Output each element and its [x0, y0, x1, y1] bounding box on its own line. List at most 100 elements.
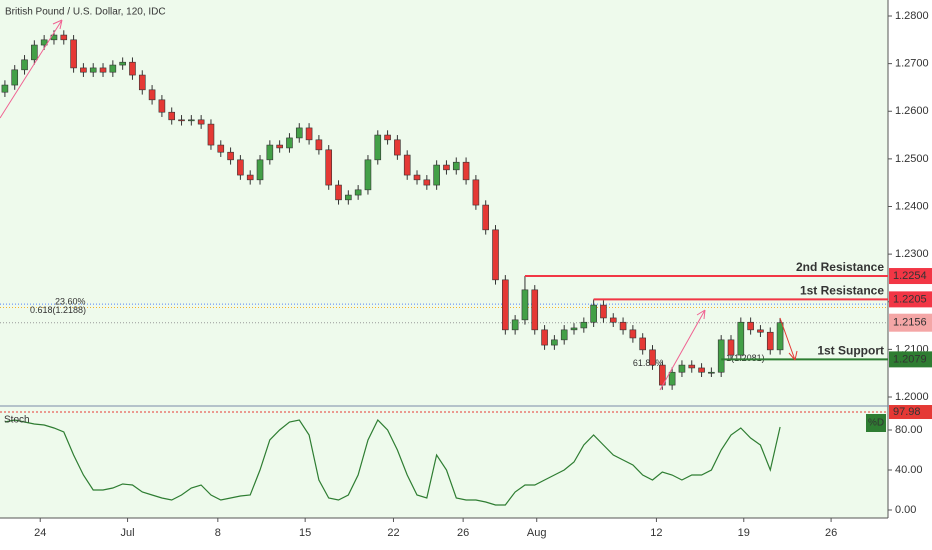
candle-body: [345, 194, 352, 201]
candle-body: [168, 111, 176, 121]
candle-body: [286, 137, 293, 149]
y-tick-label: 1.2800: [895, 10, 929, 22]
x-tick-label: 8: [215, 527, 221, 539]
price-label: 97.98: [893, 406, 921, 418]
candle-body: [492, 229, 499, 281]
y-tick-label: 40.00: [895, 464, 923, 476]
y-tick-label: 1.2400: [895, 200, 929, 212]
candle-body: [217, 144, 225, 153]
candle-body: [570, 327, 578, 331]
candle-body: [384, 134, 391, 141]
plot-background: [0, 0, 888, 518]
candle-body: [737, 321, 745, 356]
candle-body: [99, 67, 107, 73]
candle-body: [609, 317, 617, 323]
candle-body: [207, 123, 215, 146]
x-tick-label: 15: [299, 527, 311, 539]
candle-body: [560, 329, 568, 341]
candle-body: [227, 151, 234, 161]
marks: 1.20001.21001.22001.23001.24001.25001.26…: [0, 10, 932, 539]
candle-body: [403, 154, 411, 176]
candle-body: [462, 161, 470, 181]
fib-label: 1(1.2081): [726, 353, 765, 363]
candle-body: [40, 39, 48, 46]
candle-body: [266, 144, 274, 161]
candle-body: [619, 321, 627, 331]
candle-body: [1, 84, 9, 93]
candle-body: [21, 59, 28, 71]
fib-label: 23.60%: [55, 297, 86, 307]
level-name: 2nd Resistance: [796, 260, 884, 274]
x-tick-label: 19: [738, 527, 750, 539]
candle-body: [295, 127, 303, 139]
y-tick-label: 1.2700: [895, 58, 929, 70]
candle-body: [766, 331, 774, 351]
stoch-line: [4, 418, 781, 506]
candle-body: [413, 174, 421, 181]
x-tick-label: 22: [387, 527, 399, 539]
x-tick-label: Jul: [121, 527, 135, 539]
candle-body: [668, 371, 676, 386]
candle-body: [89, 67, 97, 73]
candle-body: [276, 144, 283, 149]
stoch-title: Stoch: [4, 415, 30, 426]
candle-body: [11, 69, 19, 86]
y-tick-label: 1.2600: [895, 105, 929, 117]
arrow: [0, 19, 63, 119]
candle-body: [502, 279, 509, 331]
candle-body: [688, 364, 696, 369]
x-tick-label: 26: [457, 527, 469, 539]
fib-label: 0.618(1.2188): [30, 305, 86, 315]
candle-body: [325, 149, 333, 186]
candle-body: [747, 321, 754, 331]
price-label-box: [889, 268, 932, 285]
price-label: 1.2156: [893, 317, 927, 329]
candle-body: [639, 337, 646, 351]
price-label-box: [889, 351, 932, 368]
legend-label: %D: [868, 418, 884, 429]
candle-body: [521, 289, 529, 321]
x-tick-label: 12: [650, 527, 662, 539]
candle-body: [698, 367, 705, 373]
candle-body: [511, 319, 519, 331]
candle-body: [708, 371, 715, 374]
price-label-box: [889, 313, 932, 332]
x-tick-label: 24: [34, 527, 46, 539]
y-tick-label: 80.00: [895, 424, 923, 436]
candle-body: [315, 139, 323, 151]
candle-body: [80, 67, 87, 73]
price-label: 1.2079: [893, 353, 927, 365]
price-label-box: [889, 291, 932, 308]
chart-title: British Pound / U.S. Dollar, 120, IDC: [5, 7, 166, 18]
candle-body: [452, 161, 460, 171]
level-name: 1st Support: [817, 344, 884, 358]
candle-body: [433, 164, 440, 186]
x-tick-label: 26: [825, 527, 837, 539]
x-tick-label: Aug: [527, 527, 547, 539]
candle-body: [678, 364, 686, 373]
candle-body: [119, 61, 126, 66]
candle-body: [727, 339, 735, 356]
candle-body: [649, 349, 656, 366]
candle-body: [551, 339, 558, 346]
candle-body: [590, 304, 597, 323]
candle-body: [109, 64, 117, 73]
arrow: [779, 317, 798, 361]
arrow: [659, 309, 706, 391]
y-tick-label: 1.2500: [895, 153, 929, 165]
candle-body: [374, 134, 382, 161]
candle-body: [394, 139, 401, 156]
candle-body: [148, 89, 156, 101]
candle-body: [757, 329, 764, 333]
candle-body: [197, 119, 205, 125]
candle-body: [237, 159, 244, 176]
price-label: 1.2205: [893, 293, 927, 305]
candle-body: [138, 74, 146, 91]
candle-body: [472, 179, 480, 206]
candle-body: [60, 34, 68, 41]
candle-body: [364, 159, 372, 191]
candle-body: [129, 61, 136, 76]
candle-body: [246, 174, 254, 181]
candle-body: [158, 99, 166, 113]
